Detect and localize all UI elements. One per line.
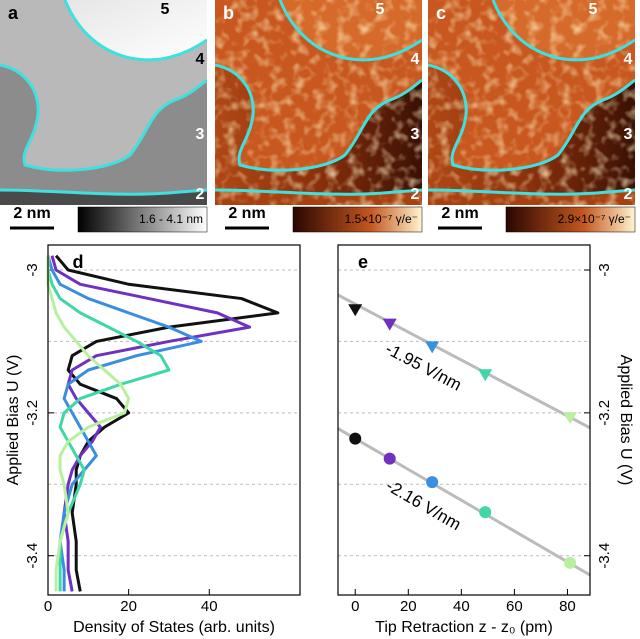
fit-line [337, 293, 591, 430]
marker [382, 318, 397, 331]
y-tick-label: -3.4 [596, 543, 613, 569]
colorbar-label: 2.9×10⁻⁷ γ/e⁻ [558, 212, 631, 226]
terrace-label: 3 [411, 126, 420, 143]
marker [478, 369, 493, 382]
y-axis-title: Applied Bias U (V) [617, 355, 634, 486]
image [0, 0, 207, 205]
y-tick-label: -3 [24, 263, 41, 276]
texture [428, 0, 635, 205]
x-tick-label: 0 [44, 598, 52, 615]
x-tick-label: 20 [120, 598, 137, 615]
terrace-label: 2 [411, 186, 420, 203]
colorbar [505, 206, 636, 233]
colorbar [292, 206, 423, 233]
panel-label: c [436, 3, 446, 23]
marker [349, 432, 362, 445]
marker [564, 556, 577, 569]
y-tick-label: -3 [596, 263, 613, 276]
x-tick-label: 40 [453, 598, 470, 615]
panel-label: a [8, 3, 19, 23]
y-tick-label: -3.2 [596, 400, 613, 426]
image [215, 0, 422, 205]
y-tick-label: -3.2 [24, 400, 41, 426]
image-panel: b 5 4 3 2 2 nm 1.5×10⁻⁷ γ/e⁻ [215, 0, 423, 233]
plot-frame [47, 244, 301, 596]
step-edge [0, 188, 207, 196]
panel-label: d [73, 252, 84, 272]
terrace-label: 4 [624, 51, 633, 68]
marker [563, 412, 578, 425]
step-edge [63, 0, 207, 62]
x-tick-label: 40 [201, 598, 218, 615]
spectrum [46, 255, 131, 592]
fit-line [337, 427, 591, 577]
step-edge [215, 188, 422, 196]
terrace-label: 5 [376, 1, 385, 18]
marker [383, 452, 396, 465]
colorbar [77, 206, 208, 233]
terrace-label: 3 [196, 126, 205, 143]
x-tick-label: 20 [400, 598, 417, 615]
scale-bar-label: 2 nm [228, 205, 265, 222]
image-panel: c 5 4 3 2 2 nm 2.9×10⁻⁷ γ/e⁻ [428, 0, 636, 233]
x-tick-label: 80 [559, 598, 576, 615]
step-edge [428, 63, 635, 172]
terrace-label: 2 [196, 186, 205, 203]
marker [479, 506, 492, 519]
scale-bar-label: 2 nm [441, 205, 478, 222]
colorbar-label: 1.5×10⁻⁷ γ/e⁻ [345, 212, 418, 226]
x-axis-title: Tip Retraction z - z₀ (pm) [375, 619, 553, 636]
terrace-label: 5 [161, 1, 170, 18]
marker [425, 341, 440, 354]
terrace-label: 5 [589, 1, 598, 18]
texture [215, 0, 422, 205]
spectrum [46, 255, 171, 592]
x-tick-label: 0 [351, 598, 359, 615]
image-panel: a 5 4 3 2 2 nm 1.6 - 4.1 nm [0, 0, 208, 233]
marker [348, 304, 363, 317]
panel-label: e [358, 252, 368, 272]
terrace-label: 4 [411, 51, 420, 68]
step-edge [491, 0, 635, 62]
spectrum [54, 254, 280, 592]
step-edge [428, 188, 635, 196]
terrace-label: 3 [624, 126, 633, 143]
terrace-label: 4 [196, 51, 205, 68]
spectrum [50, 255, 252, 592]
slope-annotation: -1.95 V/nm [382, 339, 464, 395]
x-tick-label: 60 [506, 598, 523, 615]
colorbar-label: 1.6 - 4.1 nm [139, 212, 203, 226]
y-axis-title: Applied Bias U (V) [5, 355, 22, 486]
image [428, 0, 635, 205]
plot-frame [337, 244, 591, 596]
panel-label: b [223, 3, 234, 23]
x-axis-title: Density of States (arb. units) [73, 619, 275, 636]
step-edge [215, 63, 422, 172]
step-edge [278, 0, 422, 62]
step-edge [0, 63, 207, 172]
marker [426, 476, 439, 489]
terrace-label: 2 [624, 186, 633, 203]
y-tick-label: -3.4 [24, 543, 41, 569]
scale-bar-label: 2 nm [13, 205, 50, 222]
